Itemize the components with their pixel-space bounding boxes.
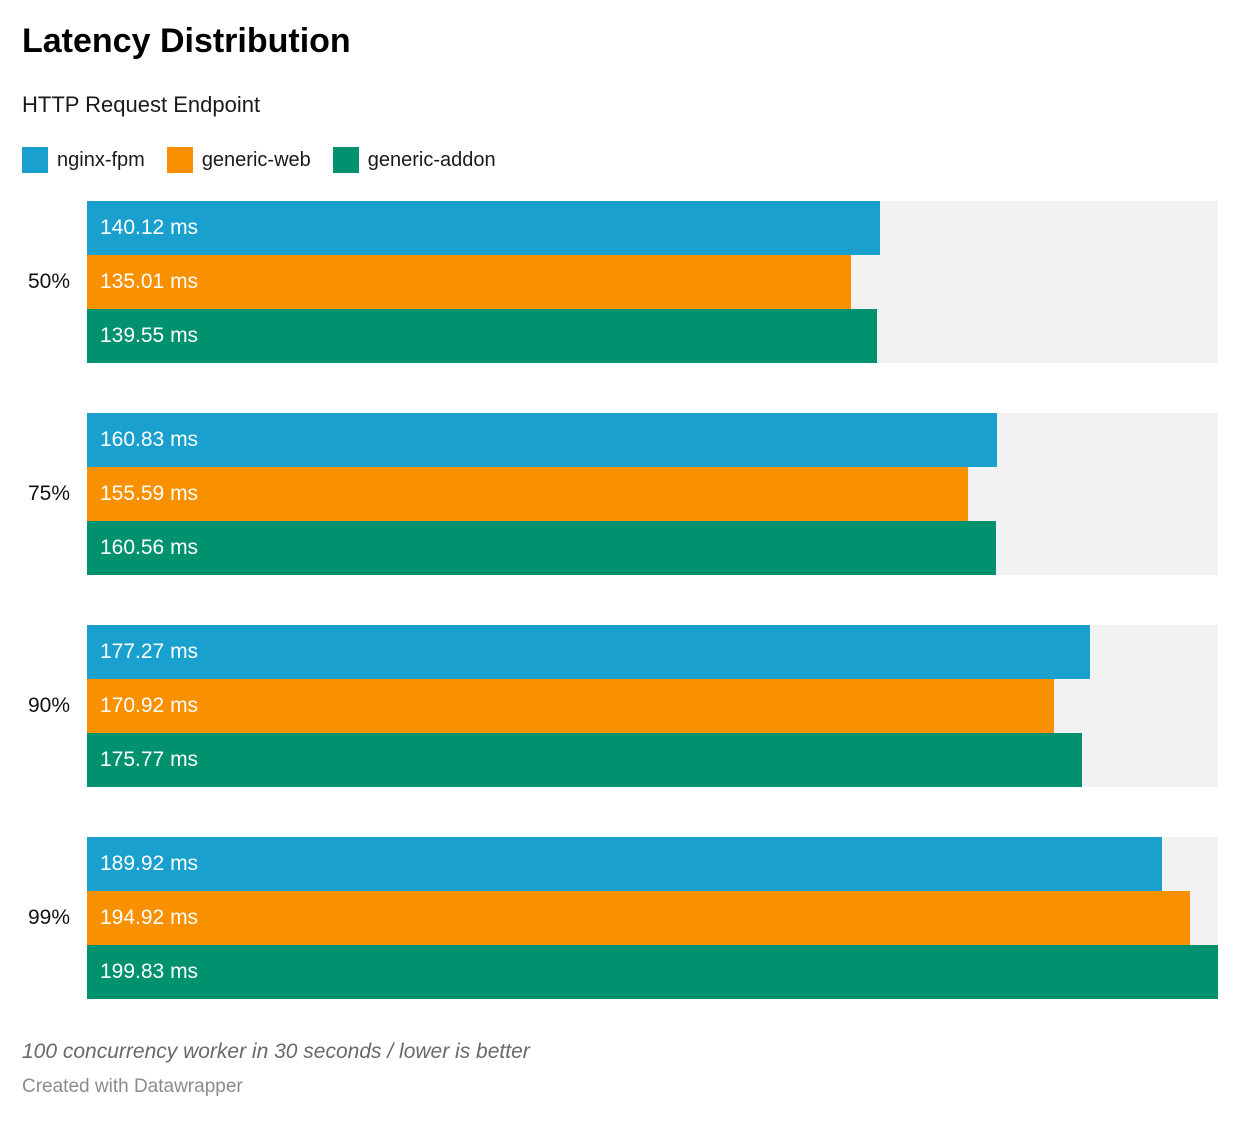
- bar-generic-addon: 175.77 ms: [87, 733, 1082, 788]
- bar-nginx-fpm: 140.12 ms: [87, 201, 881, 256]
- bar-value-label: 175.77 ms: [100, 748, 199, 772]
- bar-track: 189.92 ms 194.92 ms 199.83 ms: [87, 837, 1218, 1000]
- bar-value-label: 140.12 ms: [100, 216, 199, 240]
- percentile-group-50: 50% 140.12 ms 135.01 ms 139.55 ms: [22, 201, 1218, 364]
- category-label: 90%: [27, 694, 70, 718]
- bar-generic-addon: 160.56 ms: [87, 521, 996, 576]
- bar-value-label: 199.83 ms: [100, 960, 199, 984]
- bar-value-label: 155.59 ms: [100, 482, 199, 506]
- bar-nginx-fpm: 177.27 ms: [87, 625, 1091, 680]
- bar-nginx-fpm: 189.92 ms: [87, 837, 1162, 892]
- bar-track: 177.27 ms 170.92 ms 175.77 ms: [87, 625, 1218, 788]
- bar-generic-addon: 199.83 ms: [87, 945, 1218, 1000]
- bar-track: 160.83 ms 155.59 ms 160.56 ms: [87, 413, 1218, 576]
- bar-generic-web: 135.01 ms: [87, 255, 852, 310]
- bar-nginx-fpm: 160.83 ms: [87, 413, 998, 468]
- bar-chart: 50% 140.12 ms 135.01 ms 139.55 ms 75% 160.83 …: [22, 201, 1218, 1000]
- bar-value-label: 194.92 ms: [100, 906, 199, 930]
- bar-value-label: 135.01 ms: [100, 270, 199, 294]
- legend-swatch-icon: [332, 147, 359, 174]
- bar-value-label: 160.83 ms: [100, 428, 199, 452]
- bar-track: 140.12 ms 135.01 ms 139.55 ms: [87, 201, 1218, 364]
- bar-generic-web: 170.92 ms: [87, 679, 1055, 734]
- category-label: 50%: [27, 270, 70, 294]
- bar-value-label: 189.92 ms: [100, 852, 199, 876]
- legend-item-generic-web: generic-web: [166, 147, 311, 174]
- percentile-group-99: 99% 189.92 ms 194.92 ms 199.83 ms: [22, 837, 1218, 1000]
- legend-swatch-icon: [22, 147, 48, 174]
- bar-generic-web: 155.59 ms: [87, 467, 968, 522]
- percentile-group-90: 90% 177.27 ms 170.92 ms 175.77 ms: [22, 625, 1218, 788]
- bar-value-label: 160.56 ms: [100, 536, 199, 560]
- legend-label: nginx-fpm: [57, 148, 145, 171]
- bar-generic-addon: 139.55 ms: [87, 309, 877, 364]
- page-title: Latency Distribution: [22, 22, 351, 60]
- legend-label: generic-addon: [367, 148, 496, 171]
- legend-item-generic-addon: generic-addon: [332, 147, 496, 174]
- category-label: 75%: [27, 482, 70, 506]
- chart-subtitle: HTTP Request Endpoint: [22, 92, 261, 118]
- footer-note: 100 concurrency worker in 30 seconds / l…: [22, 1040, 530, 1064]
- bar-generic-web: 194.92 ms: [87, 891, 1191, 946]
- legend: nginx-fpm generic-web generic-addon: [22, 147, 1218, 174]
- legend-label: generic-web: [201, 148, 311, 171]
- bar-value-label: 177.27 ms: [100, 640, 199, 664]
- category-label: 99%: [27, 906, 70, 930]
- bar-value-label: 170.92 ms: [100, 694, 199, 718]
- bar-value-label: 139.55 ms: [100, 324, 199, 348]
- percentile-group-75: 75% 160.83 ms 155.59 ms 160.56 ms: [22, 413, 1218, 576]
- legend-item-nginx-fpm: nginx-fpm: [22, 147, 145, 174]
- datawrapper-attribution: Created with Datawrapper: [22, 1076, 243, 1098]
- legend-swatch-icon: [166, 147, 193, 174]
